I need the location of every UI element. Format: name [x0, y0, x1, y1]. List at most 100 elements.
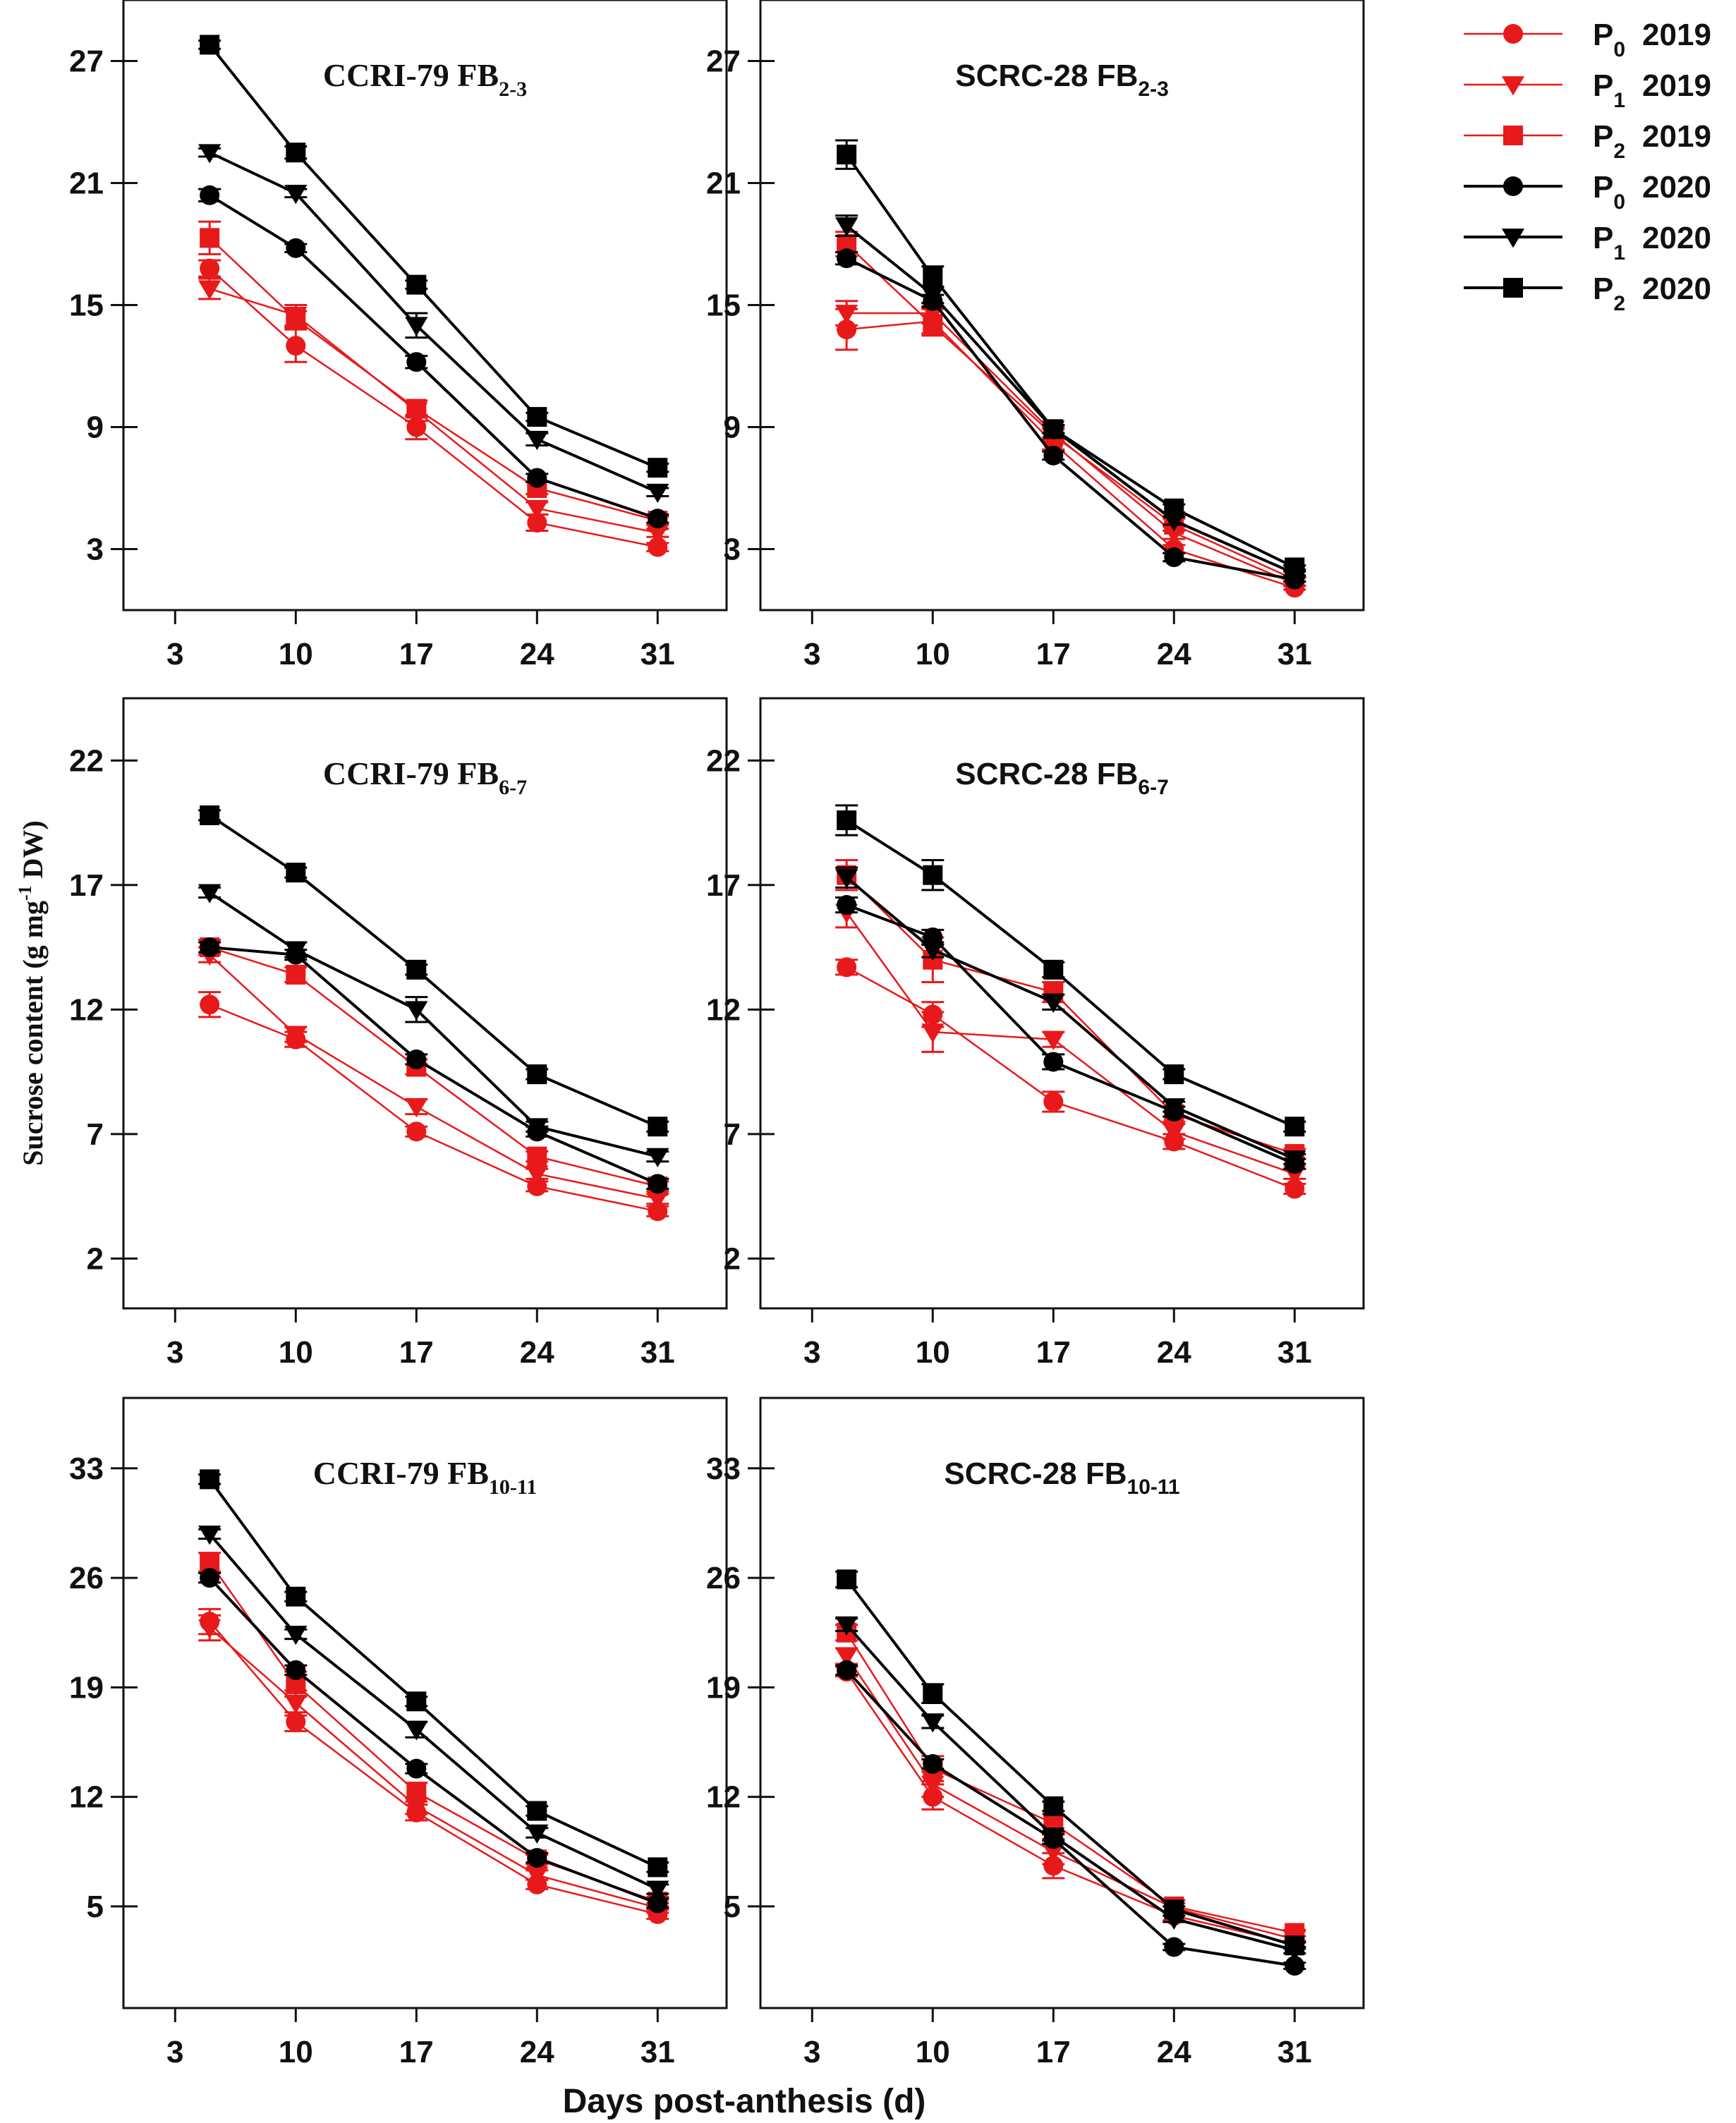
y-tick-label: 7 [87, 1117, 104, 1152]
plot-frame [122, 1397, 728, 2009]
data-point [1043, 1796, 1064, 1816]
y-tick-label: 5 [87, 1890, 104, 1924]
data-point [406, 1782, 427, 1802]
data-point [200, 258, 220, 279]
series-p1-2020 [835, 866, 1306, 1170]
series-p2-2020 [198, 35, 669, 478]
y-tick-label: 5 [724, 1890, 741, 1924]
panel-title: CCRI-79 FB6-7 [323, 755, 527, 799]
y-tick-label: 12 [706, 1780, 741, 1815]
legend-p-sub: 0 [1613, 190, 1625, 214]
data-point [837, 895, 857, 915]
y-tick-label: 27 [69, 44, 104, 79]
y-tick-label: 26 [69, 1561, 104, 1595]
panel-title-sub: 10-11 [1127, 1476, 1180, 1499]
data-point [405, 1721, 428, 1741]
data-point [648, 1893, 668, 1914]
data-point [837, 145, 857, 165]
legend-p: P [1593, 18, 1613, 52]
panel-title-sub: 6-7 [499, 776, 527, 799]
legend-year: 2019 [1642, 119, 1711, 154]
panel-title-sub: 6-7 [1138, 776, 1168, 799]
legend-p: P [1593, 68, 1613, 103]
data-point [406, 399, 427, 419]
data-point [527, 468, 547, 488]
data-point [1043, 1091, 1064, 1112]
data-point [526, 1866, 549, 1886]
data-point [1042, 1827, 1065, 1847]
x-tick-label: 31 [1277, 2035, 1312, 2069]
data-point [1043, 445, 1064, 466]
legend-label: P0 2020 [1593, 170, 1711, 214]
data-point [923, 267, 943, 287]
series-p1-2020 [198, 884, 669, 1168]
data-point [1285, 1956, 1305, 1976]
y-tick-label: 33 [706, 1452, 741, 1486]
y-axis-label: Sucrose content (g mg-1 DW) [15, 820, 49, 1166]
data-point [284, 1626, 308, 1646]
legend-marker [1503, 278, 1523, 298]
x-tick-label: 10 [916, 637, 950, 671]
series-p0-2020 [198, 1568, 669, 1914]
data-point [1164, 1064, 1184, 1085]
x-tick-label: 24 [1157, 1335, 1191, 1370]
data-point [405, 1797, 428, 1818]
x-tick-label: 24 [520, 2035, 554, 2069]
data-point [286, 309, 306, 329]
data-point [406, 1691, 427, 1712]
y-tick-label: 3 [724, 533, 741, 567]
x-axis-label: Days post-anthesis (d) [563, 2083, 926, 2120]
legend-year: 2020 [1642, 170, 1711, 205]
legend-year: 2019 [1642, 18, 1711, 52]
legend-entry: P0 2019 [1464, 18, 1711, 61]
legend-label: P1 2020 [1593, 221, 1711, 264]
data-point [284, 1026, 308, 1046]
data-point [1285, 1935, 1305, 1956]
x-tick-label: 3 [803, 2035, 820, 2069]
legend-marker [1503, 176, 1523, 196]
data-point [526, 1118, 549, 1138]
x-tick-label: 31 [1277, 637, 1312, 671]
data-point [923, 1684, 943, 1704]
legend-p-sub: 1 [1613, 89, 1625, 112]
legend-marker [1503, 24, 1523, 44]
x-tick-label: 17 [399, 1335, 434, 1370]
data-point [286, 863, 306, 883]
data-point [527, 1146, 547, 1167]
data-point [923, 1754, 943, 1774]
panel-title: SCRC-28 FB6-7 [955, 757, 1169, 799]
data-point [837, 248, 857, 269]
legend-label: P2 2020 [1593, 272, 1711, 315]
data-point [1285, 1117, 1305, 1137]
data-point [406, 352, 427, 372]
x-tick-label: 10 [916, 1335, 950, 1370]
data-point [646, 483, 669, 504]
data-point [527, 1064, 547, 1085]
series-p2-2020 [835, 1569, 1306, 1956]
series-p2-2020 [835, 804, 1306, 1137]
data-point [835, 305, 858, 324]
y-tick-label: 7 [724, 1117, 741, 1152]
x-tick-label: 17 [1036, 637, 1071, 671]
x-tick-label: 3 [803, 1335, 820, 1370]
y-tick-label: 22 [69, 743, 104, 778]
data-point [1285, 557, 1305, 578]
data-point [200, 1568, 220, 1588]
data-point [923, 865, 943, 885]
data-point [921, 1023, 945, 1043]
data-point [1285, 1179, 1305, 1199]
data-point [921, 941, 945, 961]
data-point [200, 228, 220, 248]
y-tick-label: 15 [706, 288, 741, 323]
data-point [923, 315, 943, 336]
x-tick-label: 10 [279, 2035, 313, 2069]
chart-panel-1: 3 9 15 21 27 3 10 17 24 31 CCRI-79 FB2-3 [69, 0, 728, 671]
x-tick-label: 24 [520, 637, 554, 671]
data-point [198, 884, 221, 904]
data-point [646, 1148, 669, 1168]
data-point [406, 417, 427, 437]
data-point [1163, 1098, 1186, 1118]
